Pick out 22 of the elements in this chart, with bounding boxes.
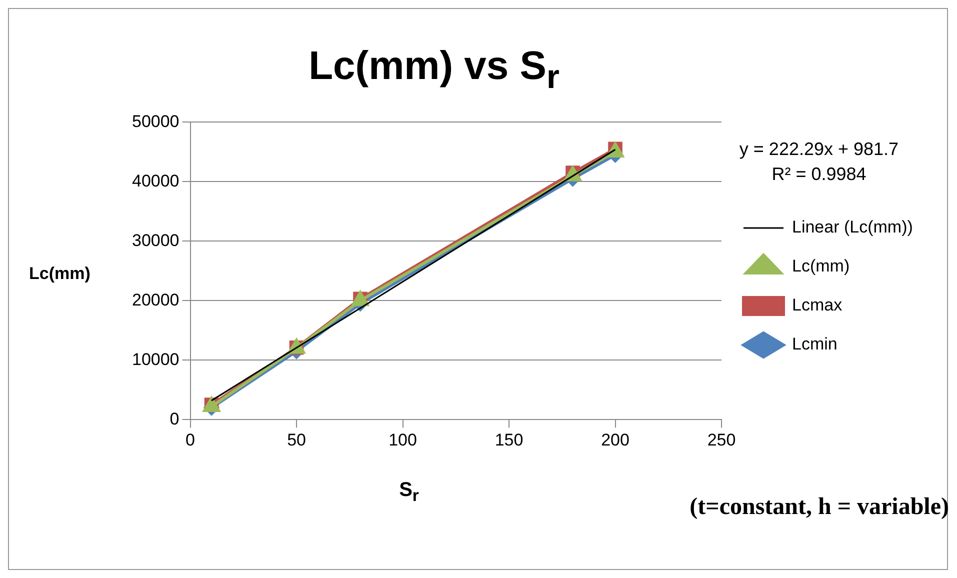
- y-tick-label: 50000: [132, 112, 180, 131]
- legend-label: Linear (Lc(mm)): [792, 218, 913, 237]
- y-axis-title: Lc(mm): [29, 264, 90, 284]
- text: (t=constant, h = variable): [688, 494, 949, 521]
- x-tick-label: 100: [388, 430, 417, 450]
- x-tick-label: 150: [494, 430, 524, 450]
- legend-label: Lcmin: [792, 334, 838, 354]
- y-tick-label: 20000: [132, 290, 180, 310]
- x-tick-label: 200: [601, 430, 630, 450]
- text: R² = 0.9984: [770, 164, 868, 185]
- y-tick-label: 30000: [132, 230, 180, 250]
- x-tick-label: 250: [707, 430, 736, 450]
- x-tick-label: 0: [186, 430, 196, 450]
- y-tick-label: 40000: [132, 171, 180, 190]
- chart-title: Lc(mm) vs S$_{r}$: [308, 44, 560, 97]
- y-tick-label: 10000: [132, 350, 180, 369]
- text: y = 222.29x + 981.7: [738, 139, 900, 160]
- y-tick-label: 0: [170, 409, 180, 428]
- legend-label: Lc(mm): [792, 256, 850, 276]
- legend-label: Lcmax: [792, 296, 843, 315]
- x-axis-title: S$_{r}$: [398, 479, 420, 506]
- x-tick-label: 50: [287, 430, 306, 450]
